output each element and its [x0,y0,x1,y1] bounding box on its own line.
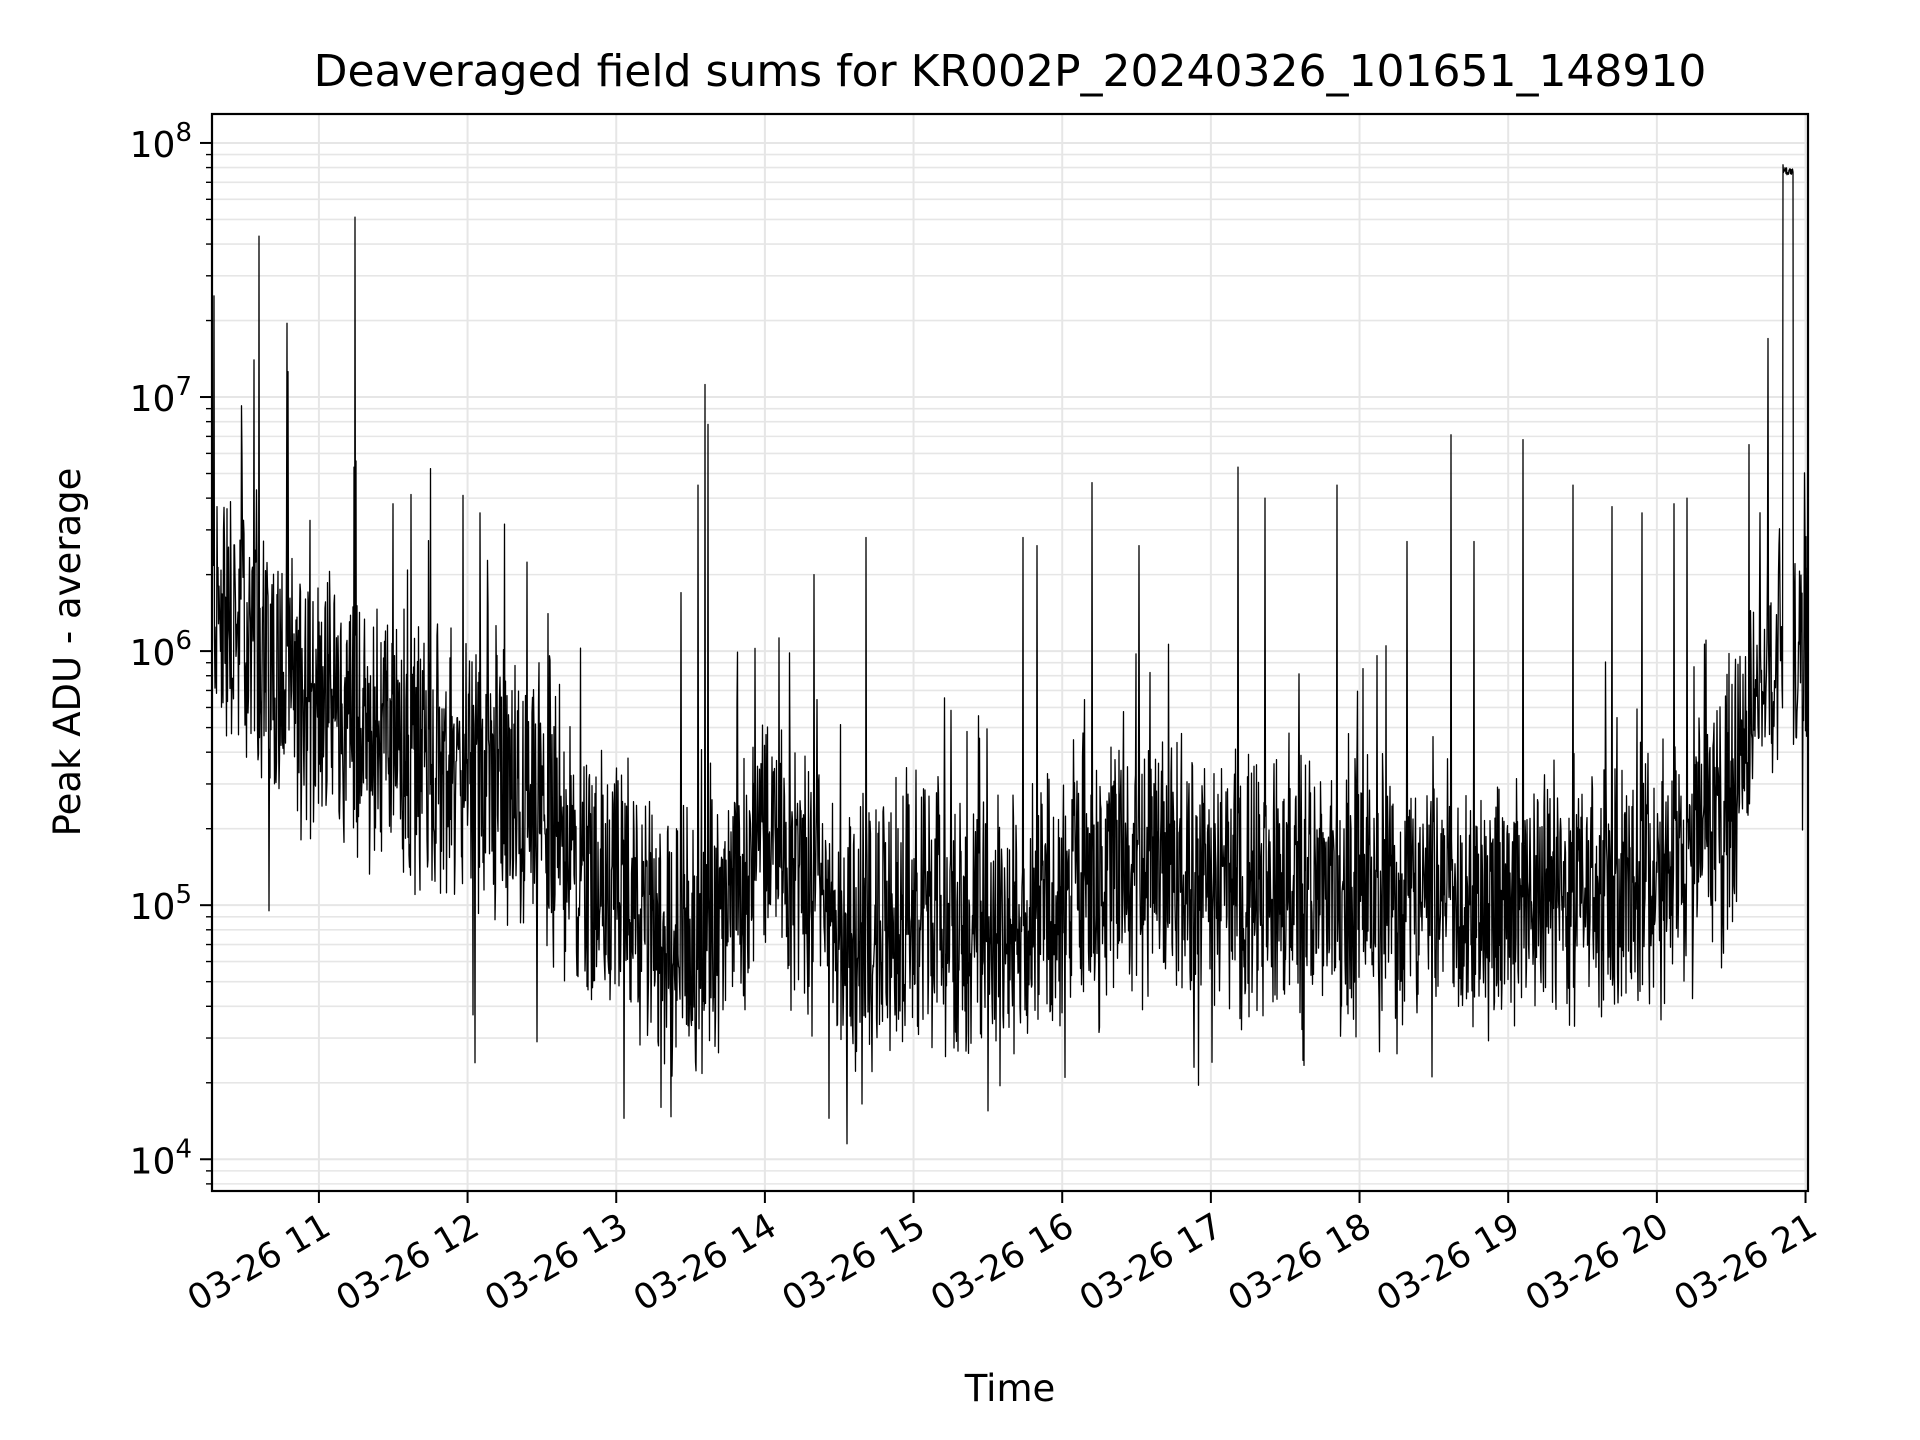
y-axis: 104 105 106 107 108 [130,118,212,1185]
x-axis-label: Time [964,1367,1056,1410]
series-line [212,164,1808,1145]
y-tick-label: 107 [130,372,192,420]
y-tick-label: 104 [130,1134,192,1182]
y-axis-label: Peak ADU - average [46,468,89,837]
plot-frame [210,112,1810,1193]
y-tick-label: 106 [130,626,192,674]
y-tick-label: 108 [130,118,192,166]
y-tick-label: 105 [130,880,192,928]
chart-title: Deaveraged field sums for KR002P_2024032… [314,46,1707,97]
series-line-layer [212,164,1808,1145]
